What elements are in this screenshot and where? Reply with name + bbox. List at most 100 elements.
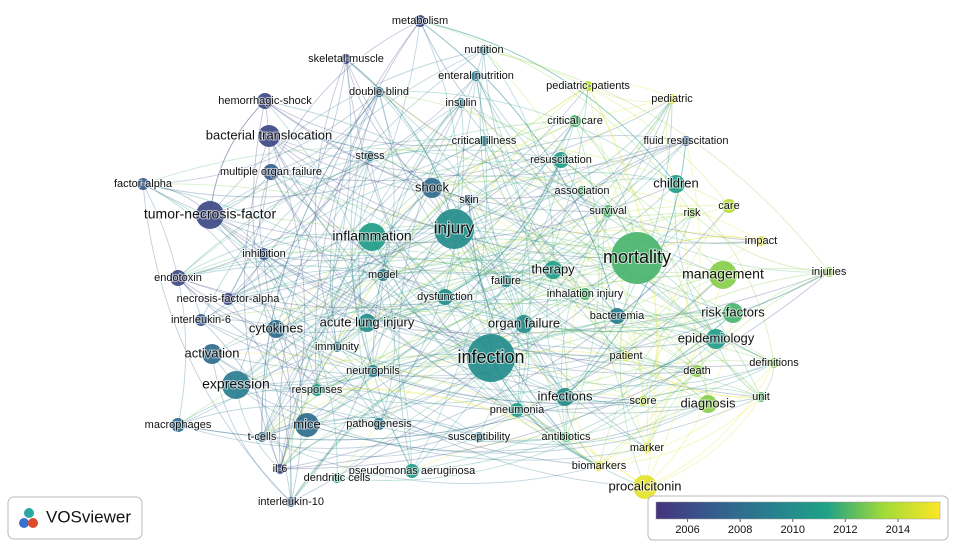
edge bbox=[431, 187, 627, 357]
edge bbox=[209, 214, 368, 324]
edge bbox=[290, 98, 673, 503]
edge bbox=[261, 350, 627, 438]
node-label: failure bbox=[491, 275, 521, 287]
node bbox=[611, 232, 663, 284]
edge bbox=[316, 98, 673, 391]
edge bbox=[475, 75, 724, 276]
edge bbox=[142, 183, 277, 330]
edge bbox=[290, 236, 373, 503]
color-legend: 2006 2008 2010 2012 2014 bbox=[647, 495, 949, 541]
node bbox=[515, 315, 533, 333]
edge bbox=[382, 274, 586, 305]
node bbox=[621, 351, 631, 361]
edge bbox=[263, 251, 698, 372]
node bbox=[377, 269, 389, 281]
edge bbox=[371, 120, 576, 238]
tick-label: 2008 bbox=[728, 524, 752, 536]
edge bbox=[483, 49, 554, 271]
edge bbox=[227, 298, 338, 348]
node-label: dysfunction bbox=[417, 291, 473, 303]
color-bar bbox=[655, 501, 941, 520]
node-label: critical care bbox=[547, 115, 603, 127]
node bbox=[405, 464, 419, 478]
edge bbox=[209, 214, 709, 405]
edge bbox=[431, 187, 618, 317]
edge bbox=[444, 159, 562, 298]
node bbox=[286, 497, 296, 507]
edge bbox=[345, 58, 455, 230]
node bbox=[642, 443, 652, 453]
edge bbox=[598, 396, 762, 467]
edge bbox=[270, 171, 518, 411]
node-label: pneumonia bbox=[490, 404, 545, 416]
edge bbox=[371, 236, 567, 438]
logo-icon bbox=[28, 518, 38, 528]
edge bbox=[505, 210, 609, 282]
node bbox=[544, 261, 562, 279]
node-label: enteral nutrition bbox=[438, 70, 514, 82]
edge bbox=[200, 319, 374, 372]
edge bbox=[235, 20, 421, 386]
node-label: therapy bbox=[531, 261, 575, 276]
edge bbox=[227, 102, 462, 300]
edge bbox=[478, 257, 638, 438]
edge bbox=[490, 326, 717, 359]
node bbox=[422, 178, 442, 198]
edge bbox=[431, 175, 583, 192]
node-label: children bbox=[653, 175, 699, 190]
edge bbox=[177, 187, 433, 426]
node-label: multiple organ failure bbox=[220, 166, 322, 178]
node bbox=[722, 199, 736, 213]
labels: metabolism nutrition skeletal-muscle entera… bbox=[113, 14, 848, 509]
node-label: skeletal-muscle bbox=[308, 53, 384, 65]
node-label: mice bbox=[293, 416, 320, 431]
node-label: fluid resuscitation bbox=[644, 135, 729, 147]
edge bbox=[574, 120, 709, 405]
edge bbox=[565, 120, 600, 438]
edge bbox=[444, 159, 562, 298]
edge bbox=[279, 187, 433, 470]
edge bbox=[235, 370, 374, 392]
edge bbox=[270, 20, 421, 173]
edge bbox=[419, 20, 609, 212]
edge bbox=[261, 140, 687, 438]
edge bbox=[581, 178, 677, 192]
edge bbox=[516, 323, 530, 411]
edge bbox=[275, 274, 384, 330]
edge bbox=[369, 155, 567, 438]
edge bbox=[279, 85, 589, 470]
node-label: death bbox=[683, 365, 711, 377]
edge bbox=[200, 306, 709, 405]
node-label: pediatric-patients bbox=[546, 80, 630, 92]
edge bbox=[475, 75, 627, 357]
edge bbox=[235, 355, 644, 402]
node bbox=[456, 98, 466, 108]
node-label: responses bbox=[292, 384, 343, 396]
edge bbox=[261, 91, 380, 438]
node bbox=[222, 293, 234, 305]
edge bbox=[336, 346, 698, 393]
edge bbox=[644, 396, 762, 488]
node bbox=[569, 115, 581, 127]
edge bbox=[598, 274, 724, 467]
edge bbox=[336, 400, 644, 481]
edge bbox=[177, 254, 618, 317]
edge bbox=[261, 58, 352, 438]
edge bbox=[564, 312, 734, 398]
edge bbox=[270, 171, 566, 398]
edge bbox=[644, 140, 701, 488]
edge bbox=[268, 135, 583, 199]
node-label: double-blind bbox=[349, 86, 409, 98]
edge bbox=[411, 85, 589, 472]
node bbox=[500, 275, 512, 287]
edge bbox=[505, 159, 562, 282]
edge bbox=[369, 155, 698, 372]
node-label: procalcitonin bbox=[609, 478, 682, 493]
edge bbox=[378, 91, 677, 185]
node bbox=[358, 314, 376, 332]
logo[interactable]: VOSviewer bbox=[7, 496, 143, 540]
edge bbox=[263, 253, 303, 503]
edge bbox=[211, 274, 384, 355]
edge bbox=[382, 244, 724, 276]
